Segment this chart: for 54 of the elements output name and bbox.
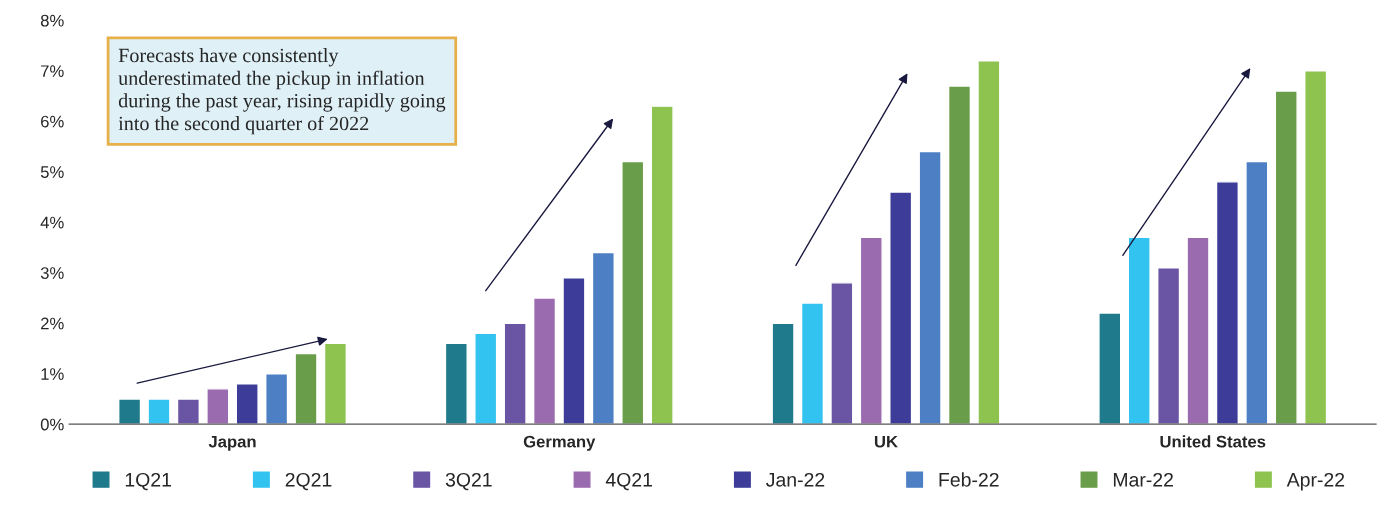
bar bbox=[1304, 70, 1328, 425]
bar bbox=[503, 322, 527, 425]
x-tick-label: Germany bbox=[523, 435, 596, 451]
bar bbox=[1157, 266, 1181, 425]
bar bbox=[1098, 312, 1122, 425]
bar bbox=[1245, 160, 1269, 425]
bar bbox=[265, 373, 289, 425]
bar bbox=[918, 150, 942, 425]
bar bbox=[889, 191, 913, 425]
bar bbox=[947, 85, 972, 425]
legend-label: Mar-22 bbox=[1113, 472, 1173, 487]
legend-label: 1Q21 bbox=[125, 472, 171, 491]
legend-label: 2Q21 bbox=[285, 472, 332, 491]
bar bbox=[562, 277, 586, 425]
x-tick-label: UK bbox=[874, 435, 898, 448]
bar bbox=[1127, 236, 1151, 425]
bar bbox=[474, 332, 498, 425]
bar bbox=[1186, 236, 1210, 425]
bar bbox=[1215, 181, 1239, 425]
bar bbox=[532, 297, 557, 425]
bar bbox=[859, 236, 883, 425]
bar bbox=[830, 282, 854, 425]
bar bbox=[206, 388, 230, 425]
bar bbox=[323, 342, 348, 425]
y-tick-label: 8% bbox=[40, 14, 64, 27]
y-tick-label: 2% bbox=[41, 317, 64, 330]
y-tick-label: 6% bbox=[41, 115, 64, 128]
bar bbox=[621, 160, 645, 425]
bar bbox=[444, 342, 468, 425]
annotation: Forecasts have consistently underestimated the pickup in inflation during the past year, rising rapidly going into the second quarter of 2022 bbox=[118, 48, 446, 135]
bar bbox=[650, 105, 674, 425]
y-tick-label: 7% bbox=[41, 65, 64, 77]
x-tick-label: United States bbox=[1160, 435, 1266, 448]
y-tick-label: 3% bbox=[40, 267, 64, 279]
bar bbox=[235, 383, 259, 425]
legend-label: Apr-22 bbox=[1286, 472, 1345, 491]
bar bbox=[771, 322, 795, 425]
bar bbox=[800, 302, 825, 425]
legend-label: 3Q21 bbox=[445, 472, 492, 491]
bar bbox=[118, 398, 142, 425]
y-tick-label: 5% bbox=[40, 166, 64, 178]
bar bbox=[1274, 90, 1298, 425]
bar bbox=[147, 398, 171, 425]
y-tick-label: 4% bbox=[40, 216, 64, 229]
legend-label: Jan-22 bbox=[766, 472, 825, 487]
bar bbox=[294, 352, 318, 425]
y-tick-label: 0% bbox=[40, 418, 64, 431]
bar bbox=[977, 60, 1001, 425]
legend-label: Feb-22 bbox=[939, 472, 999, 487]
x-tick-label: Japan bbox=[208, 435, 256, 451]
bar bbox=[176, 398, 200, 425]
y-tick-label: 1% bbox=[41, 368, 64, 380]
legend-label: 4Q21 bbox=[605, 472, 653, 491]
bar bbox=[591, 251, 615, 425]
